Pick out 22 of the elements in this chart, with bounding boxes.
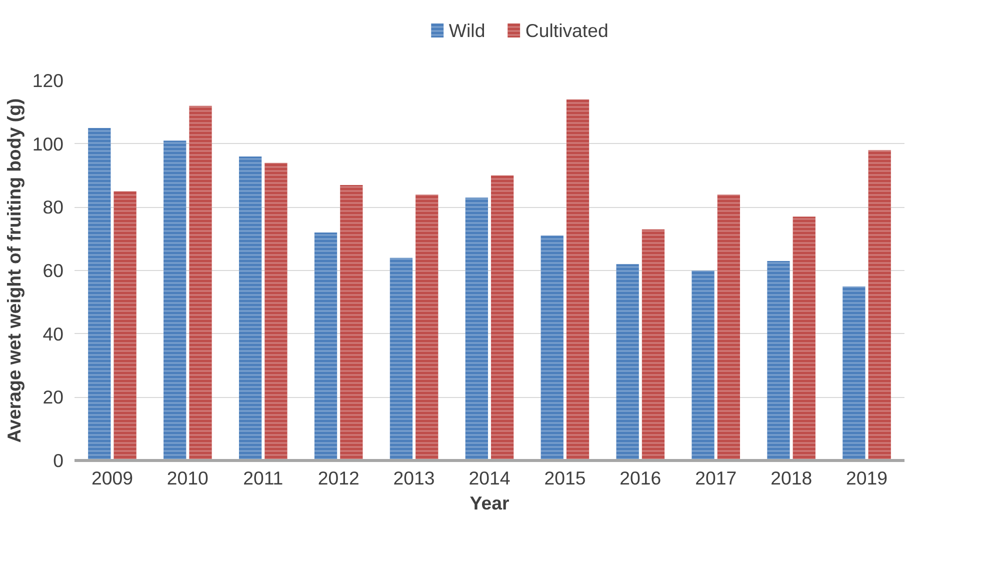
y-tick-label: 20 (42, 386, 64, 408)
x-tick-label: 2018 (770, 468, 812, 488)
y-tick-label: 40 (42, 323, 64, 344)
x-tick-label: 2019 (846, 468, 888, 488)
x-tick-label: 2017 (695, 468, 737, 488)
y-tick-label: 0 (53, 450, 64, 471)
x-tick-label: 2013 (393, 468, 435, 488)
x-axis-title: Year (470, 492, 510, 514)
x-tick-label: 2014 (468, 468, 510, 488)
x-tick-label: 2015 (544, 468, 586, 488)
legend-label: Wild (448, 20, 486, 41)
y-tick-label: 100 (32, 133, 64, 154)
x-tick-label: 2011 (243, 468, 284, 488)
x-tick-label: 2010 (166, 468, 208, 488)
y-tick-label: 80 (42, 196, 64, 218)
y-axis-title: Average wet weight of fruiting body (g) (3, 98, 24, 443)
x-tick-label: 2012 (318, 468, 360, 488)
legend-label: Cultivated (525, 20, 608, 41)
x-tick-label: 2016 (620, 468, 662, 488)
y-tick-label: 60 (42, 260, 64, 281)
y-tick-label: 120 (32, 70, 64, 91)
x-tick-label: 2009 (91, 468, 133, 488)
